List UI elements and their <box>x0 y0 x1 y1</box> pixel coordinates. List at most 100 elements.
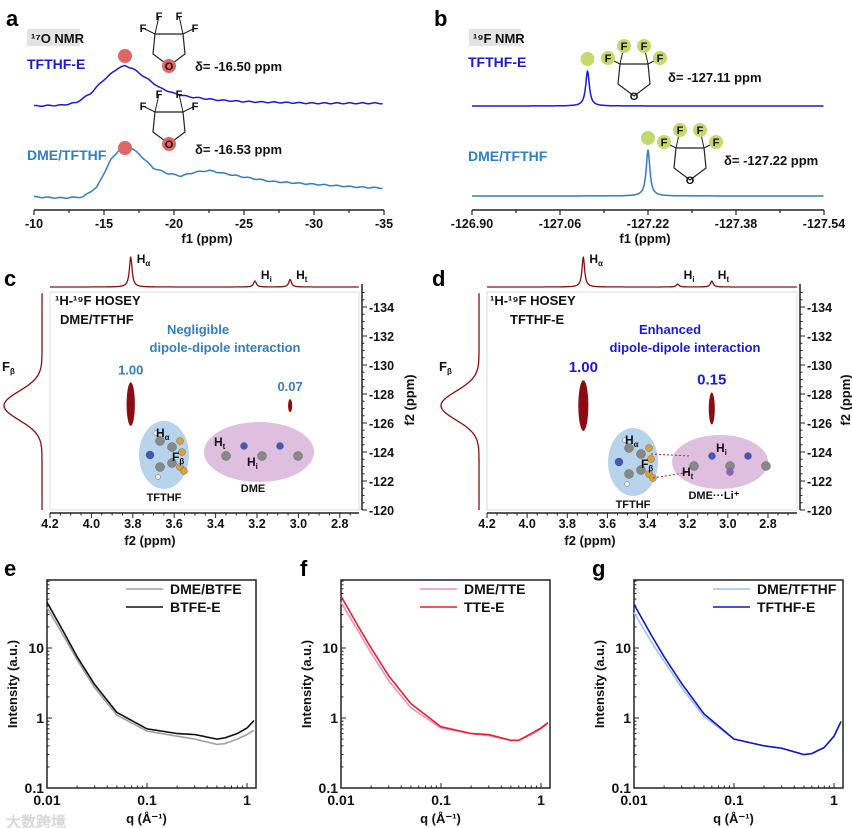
x-tick-label: 1 <box>537 792 545 808</box>
fluorine-atom-label: F <box>713 137 720 149</box>
x-tick-label: 3.4 <box>639 517 656 531</box>
x-tick-label: -127.38 <box>715 217 757 231</box>
title-box <box>469 29 521 46</box>
cross-peak-value: 1.00 <box>569 359 598 376</box>
dme-atom <box>276 442 284 450</box>
fluorine-atom <box>180 467 188 475</box>
x-tick-label: 4.0 <box>83 517 100 531</box>
spectrum-line <box>471 149 824 197</box>
sample-label-d: TFTHF-E <box>510 312 564 327</box>
x-tick-label: 1 <box>830 792 838 808</box>
x-tick-label: 4.2 <box>478 517 495 531</box>
cross-peak <box>126 382 135 426</box>
legend-label: TTE-E <box>464 599 504 615</box>
x-tick-label: -20 <box>165 217 183 231</box>
peak-label-h: Ht <box>296 268 308 284</box>
y-tick-label: -122 <box>369 475 394 489</box>
dme-atom <box>708 452 716 460</box>
nitrogen-atom <box>614 457 624 467</box>
panel-d: d ¹H-¹⁹F HOSEY TFTHF-E Enhanced dipole-d… <box>432 266 852 548</box>
dme-atom <box>240 442 248 450</box>
y-axis-label: Intensity (a.u.) <box>592 640 607 728</box>
plot-area <box>49 291 360 511</box>
panel-label-b: b <box>434 6 447 31</box>
x-axis-label-b: f1 (ppm) <box>619 231 670 246</box>
shift-label-a2: δ= -16.53 ppm <box>195 142 282 157</box>
panel-b: b ¹⁹F NMR TFTHF-E DME/TFTHF δ= -127.11 p… <box>434 6 818 246</box>
inset-label-tfthf: TFTHF <box>616 499 651 511</box>
carbon-atom <box>167 458 177 468</box>
tfthf-inset-ellipse <box>608 428 658 496</box>
dme-inset-ellipse <box>204 422 314 482</box>
peak-label-h: Hα <box>589 252 603 268</box>
x-axis-label-d: f2 (ppm) <box>564 533 615 548</box>
x-tick-label: 3.0 <box>719 517 736 531</box>
fluorine-atom-label: F <box>176 89 183 101</box>
fluorine-atom-label: F <box>605 53 612 65</box>
y-tick-label: -132 <box>369 330 394 344</box>
annotation-line-1: Enhanced <box>639 322 701 337</box>
cf-bond <box>142 27 156 35</box>
y-axis-label: Intensity (a.u.) <box>5 640 20 728</box>
x-tick-label: -25 <box>235 217 253 231</box>
cross-peak-value: 1.00 <box>118 362 143 377</box>
panel-label-a: a <box>6 6 19 31</box>
fluorine-highlight <box>637 39 651 53</box>
fluorine-highlight <box>693 123 707 137</box>
y-tick-label: -130 <box>807 359 832 373</box>
cf-bond <box>182 105 196 113</box>
dme-atom <box>257 451 267 461</box>
carbon-atom <box>155 436 165 446</box>
data-line-tte-e <box>340 595 549 742</box>
fluorine-atom-label: F <box>641 41 648 53</box>
data-line-dme-tte <box>340 601 549 742</box>
fluorine-atom-label: F <box>192 101 199 113</box>
fluorine-atom-label: F <box>156 89 163 101</box>
x-tick-label: 4.0 <box>518 517 535 531</box>
y-tick-label: -132 <box>807 330 832 344</box>
inset-label-h-t: Ht <box>214 435 226 451</box>
x-tick-label: -30 <box>305 217 323 231</box>
fluorine-highlight <box>657 135 671 149</box>
legend-label: DME/TTE <box>464 581 525 597</box>
fluorine-highlight <box>709 135 723 149</box>
x-axis-label-c: f2 (ppm) <box>124 533 175 548</box>
y-tick-label: -124 <box>369 446 394 460</box>
y-tick-label: -120 <box>369 504 394 518</box>
y-tick-label: 10 <box>615 640 631 656</box>
nitrogen-atom <box>145 450 155 460</box>
peak-marker-dot <box>118 49 132 63</box>
y-tick-label: 1 <box>623 710 631 726</box>
fluorine-atom <box>647 455 655 463</box>
carbon-atom <box>624 469 634 479</box>
hydrogen-atom <box>624 481 630 487</box>
19f-projection-trace <box>3 293 43 510</box>
y-tick-label: 0.1 <box>25 780 45 796</box>
inset-label-h-i: Hi <box>716 441 727 457</box>
peak-label-f: Fβ <box>439 359 452 376</box>
peak-marker-dot <box>641 131 655 145</box>
inset-label-dme: DME···Li⁺ <box>688 490 739 502</box>
hydrogen-atom <box>153 430 159 436</box>
panel-c: c ¹H-¹⁹F HOSEY DME/TFTHF Negligible dipo… <box>4 266 417 548</box>
y-tick-label: -134 <box>369 301 394 315</box>
x-tick-label: 0.01 <box>327 792 354 808</box>
tfthf-molecule-icon: FF FFO <box>601 39 667 103</box>
peak-label-h: Hi <box>684 268 695 284</box>
x-axis-label: q (Å⁻¹) <box>126 811 167 826</box>
x-tick-label: 2.8 <box>759 517 776 531</box>
cross-peak <box>578 380 589 431</box>
x-tick-label: 3.8 <box>124 517 141 531</box>
fluorine-highlight <box>673 123 687 137</box>
x-axis-label: q (Å⁻¹) <box>420 811 461 826</box>
ring-bond <box>617 63 651 97</box>
shift-label-a1: δ= -16.50 ppm <box>195 59 282 74</box>
oxygen-atom-label: O <box>165 139 174 151</box>
x-tick-label: -127.54 <box>803 217 845 231</box>
x-tick-label: 3.6 <box>599 517 616 531</box>
sample-label-c: DME/TFTHF <box>60 312 134 327</box>
spectrum-line-tfthf-e <box>33 64 383 108</box>
x-tick-label: 3.8 <box>559 517 576 531</box>
